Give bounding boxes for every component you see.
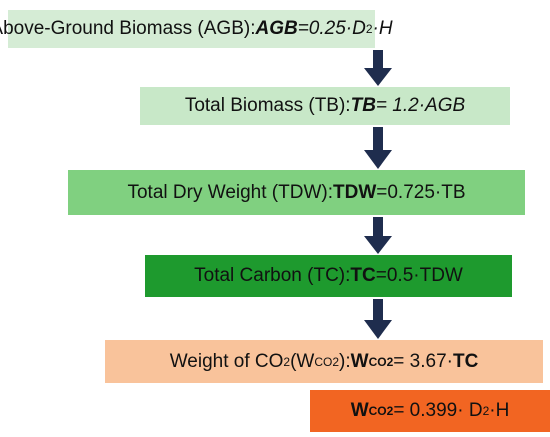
- label: Weight of CO: [169, 350, 284, 372]
- formula: = 3.67·: [393, 350, 453, 372]
- label: Above-Ground Biomass (AGB):: [0, 18, 256, 39]
- formula: TC: [452, 350, 479, 372]
- arrow: [364, 217, 392, 254]
- superscript: 2: [365, 22, 373, 36]
- tc-box: Total Carbon (TC): TC =0.5·TDW: [145, 255, 512, 297]
- formula: AGB: [255, 18, 298, 39]
- arrow: [364, 50, 392, 86]
- formula: ·H: [372, 18, 393, 39]
- arrow: [364, 299, 392, 339]
- label: Total Dry Weight (TDW):: [127, 181, 333, 203]
- label: ):: [339, 350, 351, 372]
- final-box: W CO2 = 0.399· D 2 ·H: [310, 390, 550, 432]
- formula: =0.725·TB: [376, 181, 466, 203]
- subscript: CO2: [368, 354, 394, 369]
- formula: = 1.2·AGB: [375, 95, 466, 116]
- formula: TC: [350, 265, 376, 286]
- arrow: [364, 127, 392, 169]
- formula: TDW: [333, 181, 377, 203]
- superscript: 2: [482, 404, 490, 418]
- tb-box: Total Biomass (TB): TB = 1.2·AGB: [140, 87, 510, 125]
- subscript: CO2: [314, 354, 340, 369]
- tdw-box: Total Dry Weight (TDW): TDW =0.725·TB: [68, 170, 525, 215]
- formula: W: [350, 400, 369, 421]
- formula: ·H: [489, 400, 510, 421]
- formula: W: [350, 350, 369, 372]
- co2-box: Weight of CO 2 (W CO2): W CO2 = 3.67· TC: [105, 340, 543, 383]
- formula: =0.5·TDW: [375, 265, 463, 286]
- subscript: CO2: [368, 404, 394, 418]
- formula: = 0.399· D: [393, 400, 483, 421]
- label: Total Carbon (TC):: [194, 265, 351, 286]
- label: Total Biomass (TB):: [184, 95, 351, 116]
- subscript: 2: [283, 354, 291, 369]
- formula: =0.25·D: [297, 18, 366, 39]
- agb-box: Above-Ground Biomass (AGB): AGB =0.25·D 2 ·…: [0, 10, 393, 48]
- formula: TB: [350, 95, 376, 116]
- label: (W: [290, 350, 315, 372]
